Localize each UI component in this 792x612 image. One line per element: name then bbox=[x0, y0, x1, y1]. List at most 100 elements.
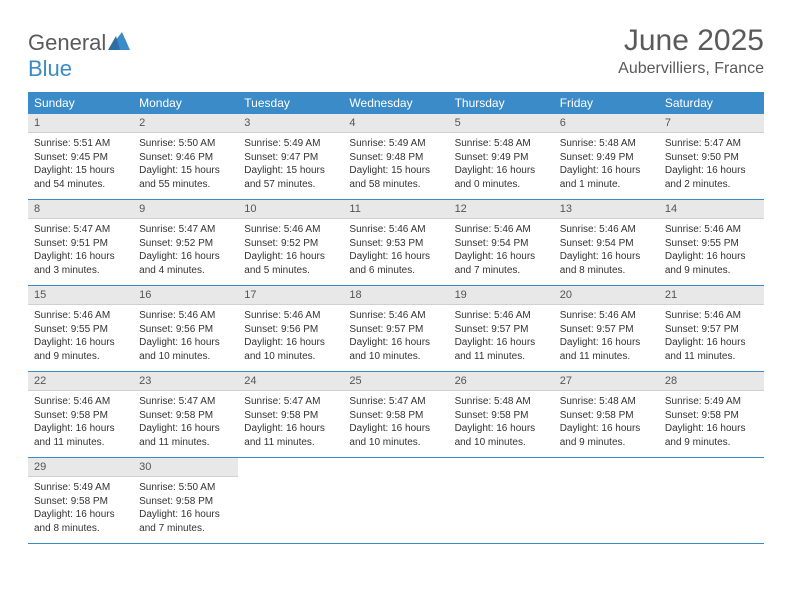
sunset-line: Sunset: 9:54 PM bbox=[455, 237, 548, 251]
calendar-cell: 2Sunrise: 5:50 AMSunset: 9:46 PMDaylight… bbox=[133, 114, 238, 200]
day-details: Sunrise: 5:46 AMSunset: 9:57 PMDaylight:… bbox=[659, 305, 764, 371]
sunset-line: Sunset: 9:57 PM bbox=[560, 323, 653, 337]
calendar-cell: 15Sunrise: 5:46 AMSunset: 9:55 PMDayligh… bbox=[28, 286, 133, 372]
sunset-line: Sunset: 9:52 PM bbox=[139, 237, 232, 251]
sunrise-line: Sunrise: 5:49 AM bbox=[34, 481, 127, 495]
sunrise-line: Sunrise: 5:48 AM bbox=[455, 137, 548, 151]
weekday-header: Thursday bbox=[449, 92, 554, 114]
day-details: Sunrise: 5:47 AMSunset: 9:58 PMDaylight:… bbox=[133, 391, 238, 457]
day-details: Sunrise: 5:49 AMSunset: 9:48 PMDaylight:… bbox=[343, 133, 448, 199]
sunrise-line: Sunrise: 5:46 AM bbox=[455, 223, 548, 237]
day-number: 3 bbox=[238, 114, 343, 133]
sunrise-line: Sunrise: 5:46 AM bbox=[665, 309, 758, 323]
sunrise-line: Sunrise: 5:49 AM bbox=[665, 395, 758, 409]
calendar-cell: 23Sunrise: 5:47 AMSunset: 9:58 PMDayligh… bbox=[133, 372, 238, 458]
daylight-line: Daylight: 16 hours and 1 minute. bbox=[560, 164, 653, 191]
calendar-cell: 4Sunrise: 5:49 AMSunset: 9:48 PMDaylight… bbox=[343, 114, 448, 200]
day-details: Sunrise: 5:48 AMSunset: 9:58 PMDaylight:… bbox=[554, 391, 659, 457]
sunset-line: Sunset: 9:58 PM bbox=[139, 495, 232, 509]
daylight-line: Daylight: 16 hours and 2 minutes. bbox=[665, 164, 758, 191]
sunset-line: Sunset: 9:58 PM bbox=[34, 495, 127, 509]
sunset-line: Sunset: 9:57 PM bbox=[455, 323, 548, 337]
daylight-line: Daylight: 16 hours and 7 minutes. bbox=[139, 508, 232, 535]
day-number: 15 bbox=[28, 286, 133, 305]
header: General Blue June 2025 Aubervilliers, Fr… bbox=[28, 24, 764, 82]
day-number: 22 bbox=[28, 372, 133, 391]
day-number: 23 bbox=[133, 372, 238, 391]
day-number: 2 bbox=[133, 114, 238, 133]
day-number: 28 bbox=[659, 372, 764, 391]
day-details: Sunrise: 5:46 AMSunset: 9:54 PMDaylight:… bbox=[449, 219, 554, 285]
calendar-cell bbox=[343, 458, 448, 544]
day-number: 14 bbox=[659, 200, 764, 219]
logo: General Blue bbox=[28, 24, 130, 82]
location-label: Aubervilliers, France bbox=[618, 60, 764, 78]
sunset-line: Sunset: 9:57 PM bbox=[349, 323, 442, 337]
sunrise-line: Sunrise: 5:46 AM bbox=[349, 309, 442, 323]
daylight-line: Daylight: 15 hours and 54 minutes. bbox=[34, 164, 127, 191]
sunrise-line: Sunrise: 5:46 AM bbox=[139, 309, 232, 323]
calendar-cell: 22Sunrise: 5:46 AMSunset: 9:58 PMDayligh… bbox=[28, 372, 133, 458]
weekday-header: Wednesday bbox=[343, 92, 448, 114]
daylight-line: Daylight: 16 hours and 8 minutes. bbox=[560, 250, 653, 277]
sunrise-line: Sunrise: 5:49 AM bbox=[349, 137, 442, 151]
sunset-line: Sunset: 9:55 PM bbox=[665, 237, 758, 251]
sunrise-line: Sunrise: 5:47 AM bbox=[34, 223, 127, 237]
day-number: 30 bbox=[133, 458, 238, 477]
sunset-line: Sunset: 9:49 PM bbox=[455, 151, 548, 165]
daylight-line: Daylight: 16 hours and 11 minutes. bbox=[139, 422, 232, 449]
weekday-header: Monday bbox=[133, 92, 238, 114]
day-number: 9 bbox=[133, 200, 238, 219]
daylight-line: Daylight: 16 hours and 0 minutes. bbox=[455, 164, 548, 191]
calendar-cell: 12Sunrise: 5:46 AMSunset: 9:54 PMDayligh… bbox=[449, 200, 554, 286]
day-number: 7 bbox=[659, 114, 764, 133]
calendar-cell bbox=[449, 458, 554, 544]
calendar-week-row: 15Sunrise: 5:46 AMSunset: 9:55 PMDayligh… bbox=[28, 286, 764, 372]
calendar-week-row: 1Sunrise: 5:51 AMSunset: 9:45 PMDaylight… bbox=[28, 114, 764, 200]
calendar-week-row: 29Sunrise: 5:49 AMSunset: 9:58 PMDayligh… bbox=[28, 458, 764, 544]
day-number: 26 bbox=[449, 372, 554, 391]
sunrise-line: Sunrise: 5:46 AM bbox=[34, 309, 127, 323]
calendar-cell: 8Sunrise: 5:47 AMSunset: 9:51 PMDaylight… bbox=[28, 200, 133, 286]
daylight-line: Daylight: 16 hours and 6 minutes. bbox=[349, 250, 442, 277]
sunrise-line: Sunrise: 5:47 AM bbox=[139, 223, 232, 237]
weekday-header-row: Sunday Monday Tuesday Wednesday Thursday… bbox=[28, 92, 764, 114]
day-details: Sunrise: 5:47 AMSunset: 9:52 PMDaylight:… bbox=[133, 219, 238, 285]
daylight-line: Daylight: 16 hours and 10 minutes. bbox=[349, 422, 442, 449]
calendar-table: Sunday Monday Tuesday Wednesday Thursday… bbox=[28, 92, 764, 544]
day-details: Sunrise: 5:48 AMSunset: 9:49 PMDaylight:… bbox=[554, 133, 659, 199]
sunset-line: Sunset: 9:53 PM bbox=[349, 237, 442, 251]
calendar-cell: 7Sunrise: 5:47 AMSunset: 9:50 PMDaylight… bbox=[659, 114, 764, 200]
daylight-line: Daylight: 16 hours and 11 minutes. bbox=[244, 422, 337, 449]
daylight-line: Daylight: 16 hours and 10 minutes. bbox=[455, 422, 548, 449]
calendar-week-row: 8Sunrise: 5:47 AMSunset: 9:51 PMDaylight… bbox=[28, 200, 764, 286]
calendar-cell: 1Sunrise: 5:51 AMSunset: 9:45 PMDaylight… bbox=[28, 114, 133, 200]
calendar-cell bbox=[238, 458, 343, 544]
day-number: 19 bbox=[449, 286, 554, 305]
calendar-cell: 27Sunrise: 5:48 AMSunset: 9:58 PMDayligh… bbox=[554, 372, 659, 458]
calendar-body: 1Sunrise: 5:51 AMSunset: 9:45 PMDaylight… bbox=[28, 114, 764, 544]
month-title: June 2025 bbox=[618, 24, 764, 58]
sunrise-line: Sunrise: 5:46 AM bbox=[244, 223, 337, 237]
daylight-line: Daylight: 15 hours and 55 minutes. bbox=[139, 164, 232, 191]
day-details: Sunrise: 5:46 AMSunset: 9:57 PMDaylight:… bbox=[554, 305, 659, 371]
calendar-cell: 5Sunrise: 5:48 AMSunset: 9:49 PMDaylight… bbox=[449, 114, 554, 200]
daylight-line: Daylight: 16 hours and 9 minutes. bbox=[560, 422, 653, 449]
daylight-line: Daylight: 16 hours and 8 minutes. bbox=[34, 508, 127, 535]
day-details: Sunrise: 5:46 AMSunset: 9:56 PMDaylight:… bbox=[238, 305, 343, 371]
sunrise-line: Sunrise: 5:47 AM bbox=[665, 137, 758, 151]
sunset-line: Sunset: 9:55 PM bbox=[34, 323, 127, 337]
sunrise-line: Sunrise: 5:46 AM bbox=[665, 223, 758, 237]
calendar-week-row: 22Sunrise: 5:46 AMSunset: 9:58 PMDayligh… bbox=[28, 372, 764, 458]
day-number: 25 bbox=[343, 372, 448, 391]
sunrise-line: Sunrise: 5:48 AM bbox=[560, 137, 653, 151]
daylight-line: Daylight: 16 hours and 11 minutes. bbox=[34, 422, 127, 449]
day-number: 6 bbox=[554, 114, 659, 133]
daylight-line: Daylight: 16 hours and 11 minutes. bbox=[455, 336, 548, 363]
daylight-line: Daylight: 16 hours and 9 minutes. bbox=[665, 250, 758, 277]
sunset-line: Sunset: 9:54 PM bbox=[560, 237, 653, 251]
logo-text-general: General bbox=[28, 30, 106, 55]
calendar-cell: 6Sunrise: 5:48 AMSunset: 9:49 PMDaylight… bbox=[554, 114, 659, 200]
sunset-line: Sunset: 9:57 PM bbox=[665, 323, 758, 337]
sunset-line: Sunset: 9:58 PM bbox=[244, 409, 337, 423]
